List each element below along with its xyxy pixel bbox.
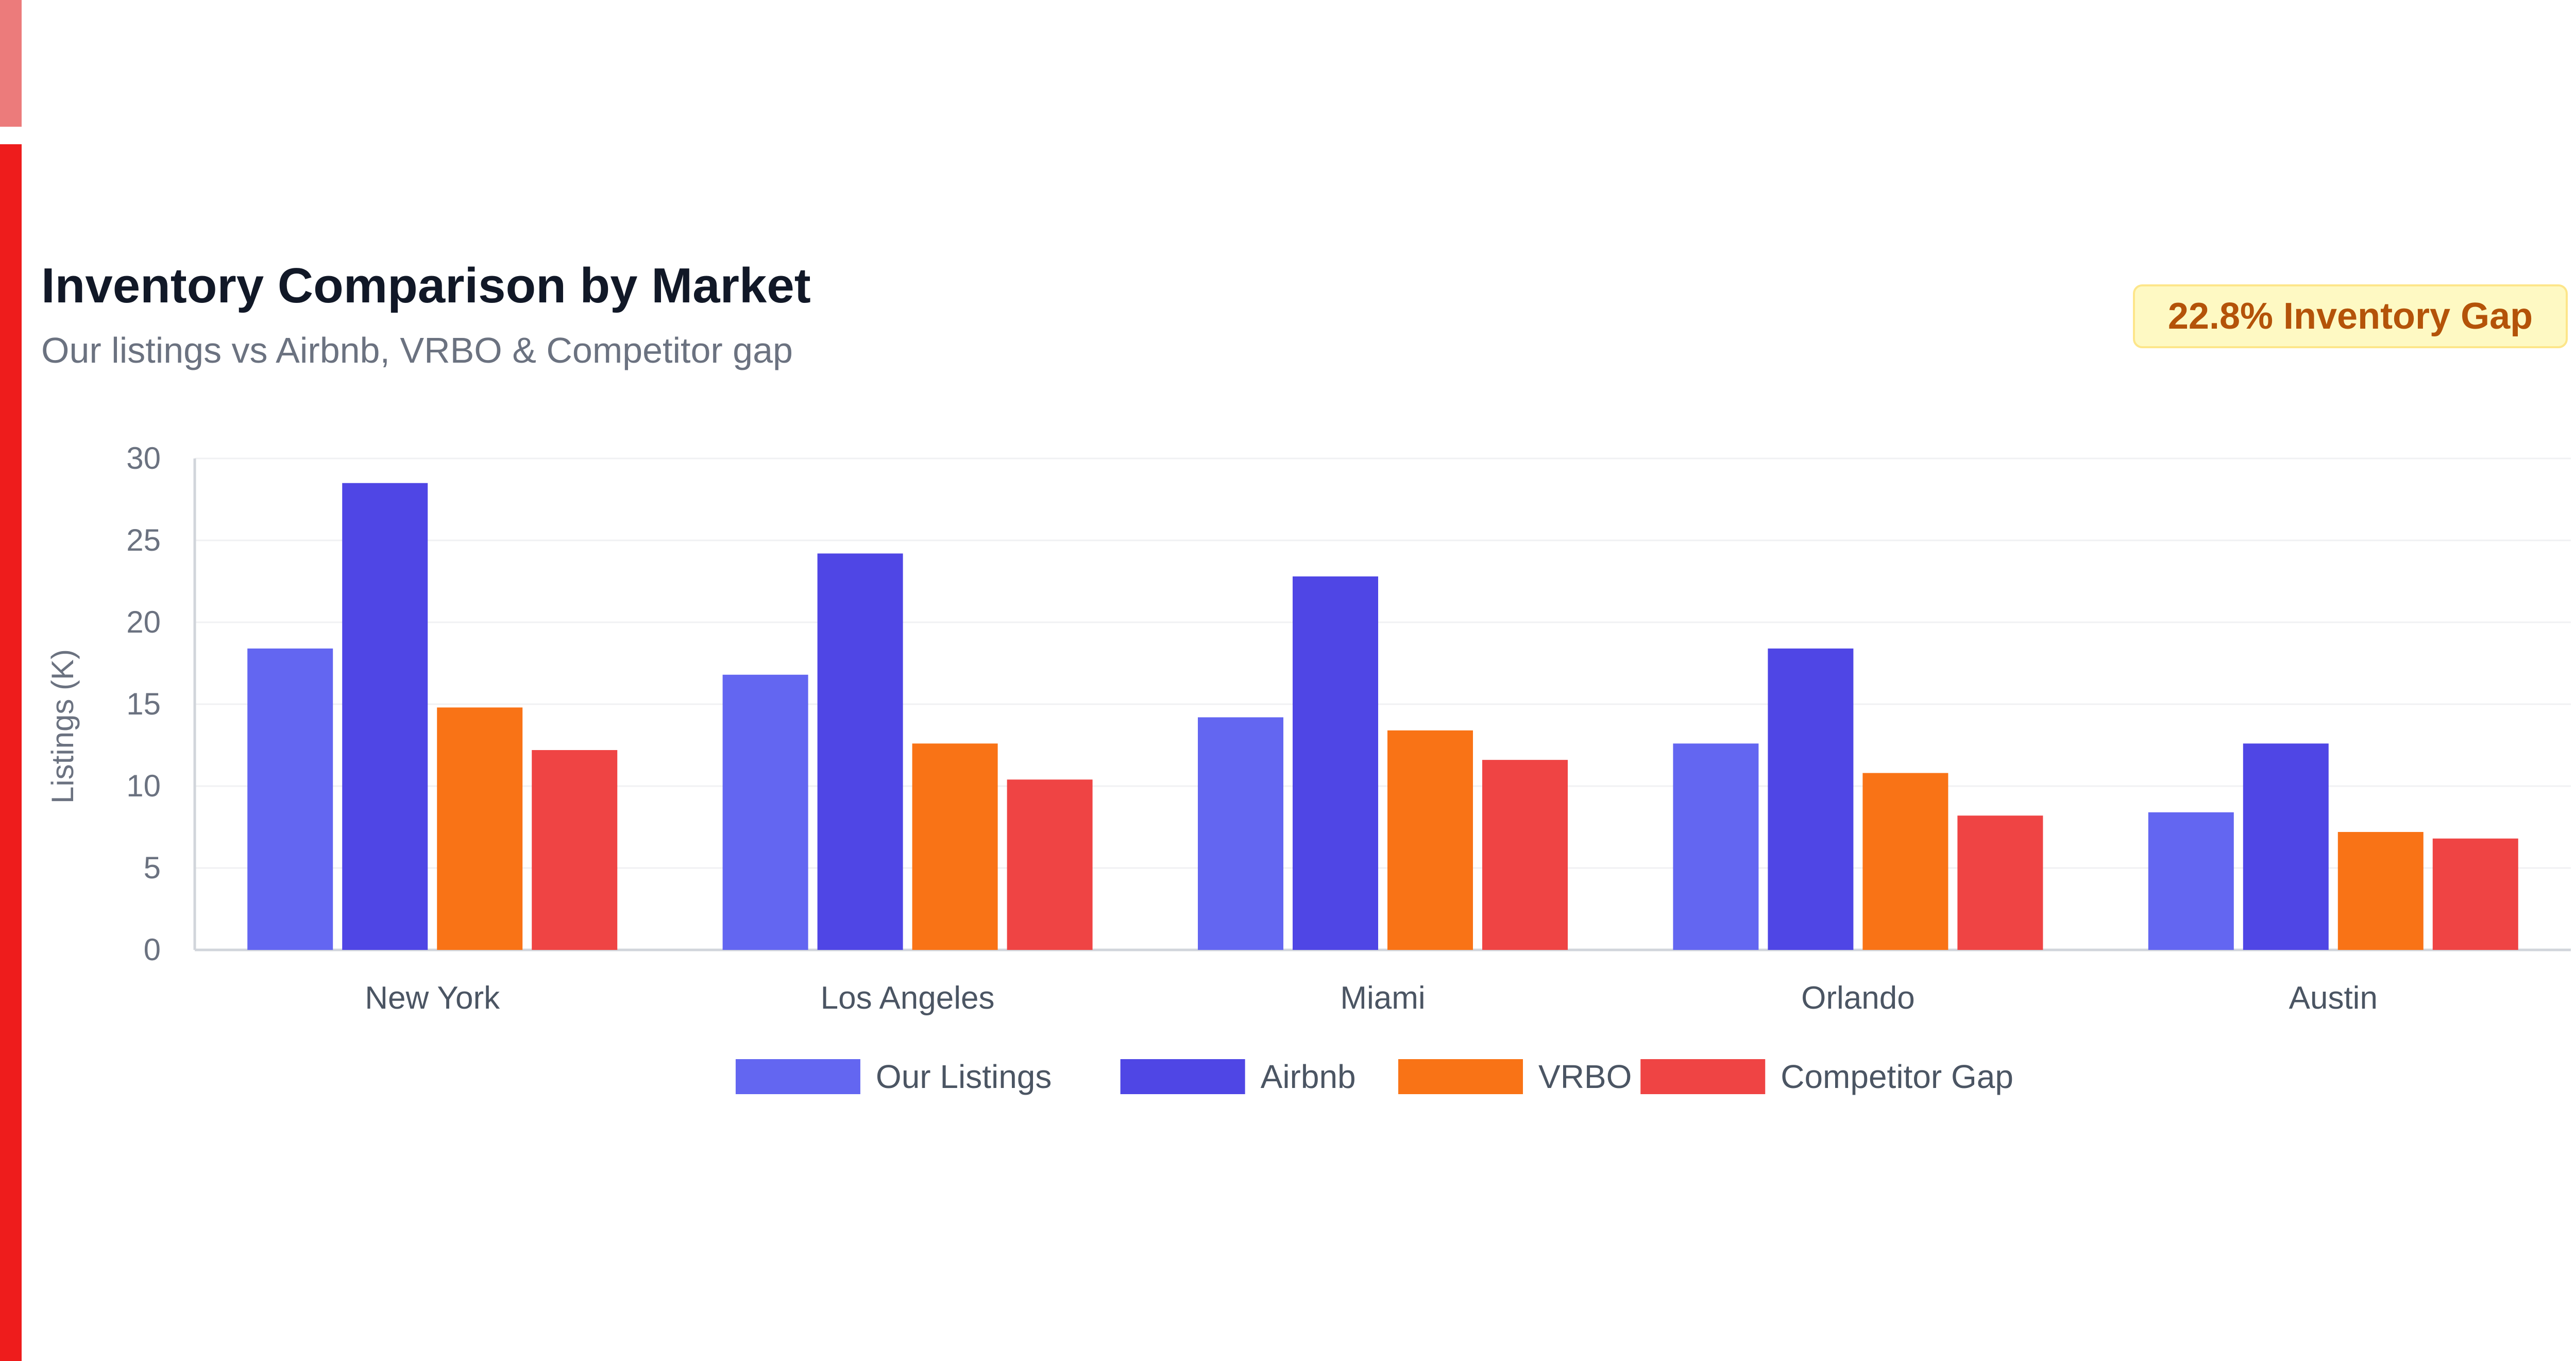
- legend-swatch: [735, 1059, 860, 1094]
- y-tick-label: 15: [126, 687, 161, 721]
- x-tick-label: Austin: [2289, 980, 2378, 1016]
- y-tick-label: 25: [126, 523, 161, 557]
- bar-competitor-gap: [1007, 779, 1093, 950]
- y-tick-label: 5: [144, 850, 161, 885]
- bar-our-listings: [1673, 743, 1759, 950]
- bar-vrbo: [1387, 730, 1473, 950]
- edge-accent-top: [0, 0, 22, 127]
- x-axis-ticks: New York Los Angeles Miami Orlando Austin: [365, 980, 2378, 1016]
- legend-label: VRBO: [1538, 1058, 1632, 1095]
- x-tick-label: Orlando: [1801, 980, 1915, 1016]
- bar-airbnb: [1293, 576, 1378, 950]
- bar-vrbo: [1862, 773, 1948, 950]
- bar-airbnb: [2243, 743, 2329, 950]
- bar-airbnb: [817, 553, 903, 950]
- bar-competitor-gap: [2432, 838, 2518, 950]
- legend-swatch: [1398, 1059, 1523, 1094]
- x-tick-label: Miami: [1340, 980, 1425, 1016]
- inventory-gap-badge: 22.8% Inventory Gap: [2133, 284, 2568, 348]
- bar-competitor-gap: [1482, 760, 1568, 950]
- x-tick-label: Los Angeles: [821, 980, 995, 1016]
- y-tick-label: 10: [126, 769, 161, 803]
- bar-our-listings: [2148, 812, 2234, 950]
- bar-competitor-gap: [1957, 815, 2043, 950]
- bar-airbnb: [342, 483, 428, 950]
- legend-label: Competitor Gap: [1781, 1058, 2013, 1095]
- legend: Our Listings Airbnb VRBO Competitor Gap: [735, 1058, 2013, 1095]
- legend-label: Our Listings: [876, 1058, 1052, 1095]
- bar-competitor-gap: [532, 750, 618, 950]
- bar-our-listings: [247, 648, 333, 950]
- y-axis-label: Listings (K): [45, 649, 80, 804]
- y-axis-ticks: 0 5 10 15 20 25 30: [126, 441, 161, 967]
- edge-accent-main: [0, 144, 22, 1361]
- legend-swatch: [1640, 1059, 1766, 1094]
- bar-vrbo: [912, 743, 998, 950]
- bars: [247, 483, 2518, 950]
- bar-vrbo: [2337, 832, 2424, 950]
- legend-swatch: [1120, 1059, 1245, 1094]
- y-tick-label: 30: [126, 441, 161, 475]
- legend-label: Airbnb: [1261, 1058, 1356, 1095]
- y-tick-label: 20: [126, 605, 161, 639]
- bar-our-listings: [722, 674, 808, 950]
- bar-airbnb: [1768, 648, 1854, 950]
- chart-title: Inventory Comparison by Market: [41, 258, 811, 313]
- chart-subtitle: Our listings vs Airbnb, VRBO & Competito…: [41, 330, 793, 370]
- x-tick-label: New York: [365, 980, 500, 1016]
- y-tick-label: 0: [144, 932, 161, 967]
- bar-our-listings: [1198, 717, 1283, 950]
- bar-vrbo: [437, 707, 523, 950]
